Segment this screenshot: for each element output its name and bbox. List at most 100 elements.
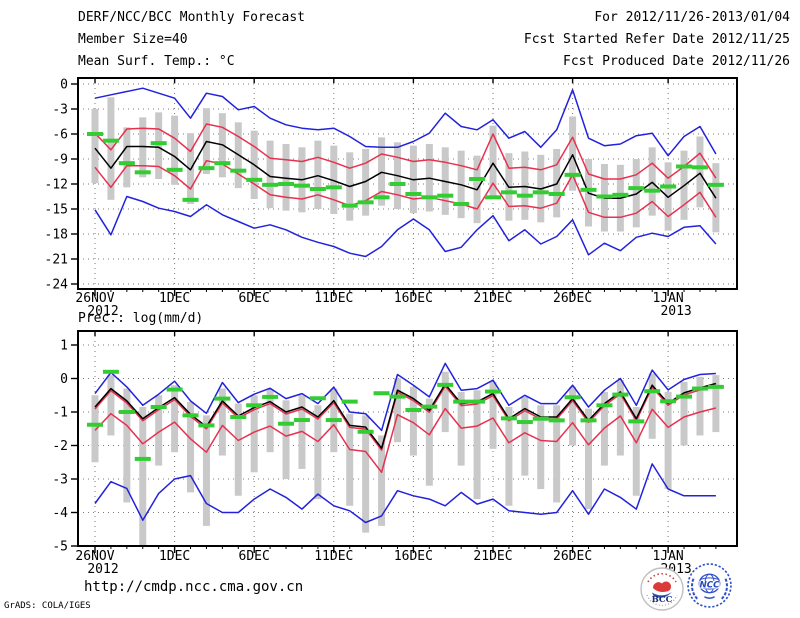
ensemble-min-line (94, 463, 716, 524)
obs-dash (118, 161, 135, 166)
plot-frame (77, 330, 738, 547)
spread-bar (505, 406, 513, 506)
obs-dash (421, 404, 438, 409)
obs-dash (118, 410, 135, 414)
spread-bar (441, 371, 449, 433)
spread-bar (107, 375, 115, 436)
obs-dash (198, 423, 215, 428)
obs-dash (644, 389, 661, 394)
obs-dash (644, 188, 661, 193)
y-tick-label: -5 (52, 540, 68, 555)
member-size-label: Member Size=40 (78, 32, 188, 47)
bcc-logo-red-cloud (652, 581, 672, 593)
x-tick-sublabel: 2012 (87, 304, 118, 319)
spread-bar (489, 125, 497, 199)
obs-dash (500, 190, 517, 195)
obs-dash (278, 181, 295, 186)
obs-dash (421, 195, 438, 200)
spread-bar (155, 395, 163, 466)
spread-bar (521, 396, 529, 476)
obs-dash (691, 165, 708, 170)
obs-dash (389, 181, 406, 186)
y-tick-label: 0 (60, 78, 68, 93)
obs-dash (660, 184, 677, 189)
spread-bar (473, 390, 481, 500)
x-tick-label: 1DEC (159, 291, 190, 306)
x-tick-label: 1DEC (159, 549, 190, 564)
obs-dash (293, 183, 310, 188)
obs-dash (389, 394, 406, 399)
x-tick-label: 1JAN (652, 549, 683, 564)
fcst-produced-date-label: Fcst Produced Date 2012/11/26 (563, 54, 790, 69)
obs-dash (309, 186, 326, 191)
x-tick-label: 6DEC (239, 549, 270, 564)
x-tick-label: 21DEC (473, 549, 512, 564)
spread-bar (155, 112, 163, 179)
obs-dash (469, 399, 486, 404)
obs-dash (150, 141, 167, 146)
ncc-logo-wreath-right (720, 576, 728, 600)
obs-dash (516, 193, 533, 198)
obs-dash (182, 413, 199, 418)
x-tick-label: 16DEC (394, 291, 433, 306)
ncc-logo-outer-ring (687, 563, 732, 608)
spread-bar (314, 140, 322, 209)
y-tick-label: 1 (60, 339, 68, 354)
spread-bar (202, 415, 210, 526)
obs-dash (341, 399, 358, 404)
spread-bar (632, 406, 640, 496)
obs-dash (373, 195, 390, 200)
y-tick-label: 0 (60, 372, 68, 387)
obs-dash (309, 396, 326, 401)
spread-bar (139, 406, 147, 546)
y-tick-label: -6 (52, 127, 68, 142)
spread-bar (91, 108, 99, 184)
obs-dash (102, 138, 119, 143)
spread-bar (187, 401, 195, 493)
forecast-range-label: For 2012/11/26-2013/01/04 (594, 10, 790, 25)
spread-bar (537, 405, 545, 490)
spread-bar (218, 388, 226, 456)
spread-bar (346, 413, 354, 506)
spread-bar (680, 381, 688, 446)
spread-bar (393, 378, 401, 443)
bcc-logo-text: BCC (652, 595, 673, 605)
obs-dash (166, 167, 183, 172)
spread-bar (250, 395, 258, 473)
obs-dash (676, 394, 693, 399)
y-tick-label: -9 (52, 152, 68, 167)
spread-bar (409, 386, 417, 456)
y-tick-label: -21 (45, 252, 68, 267)
obs-dash (485, 389, 501, 394)
obs-dash (437, 382, 454, 387)
obs-dash (246, 177, 263, 182)
obs-dash (341, 203, 358, 208)
spread-bar (139, 117, 147, 178)
spread-bar (425, 398, 433, 486)
obs-dash (134, 456, 151, 461)
obs-dash (453, 399, 470, 404)
x-tick-sublabel: 2012 (87, 562, 118, 577)
spread-bar (585, 408, 593, 510)
x-tick-label: 11DEC (314, 291, 353, 306)
obs-dash (580, 187, 597, 192)
spread-bar (282, 400, 290, 479)
obs-dash (230, 168, 247, 173)
x-tick-label: 6DEC (239, 291, 270, 306)
spread-bar (362, 415, 370, 533)
obs-dash (628, 186, 645, 191)
obs-dash (293, 418, 310, 423)
obs-dash (691, 386, 708, 391)
spread-bar (521, 151, 529, 220)
bcc-logo-top-text-arc (647, 573, 677, 583)
obs-dash (278, 421, 295, 426)
source-url: http://cmdp.ncc.cma.gov.cn (84, 579, 304, 595)
x-tick-sublabel: 2013 (660, 304, 691, 319)
precipitation-panel-title: Prec.: log(mm/d) (78, 311, 204, 326)
obs-dash (580, 418, 597, 423)
obs-dash (325, 418, 342, 423)
